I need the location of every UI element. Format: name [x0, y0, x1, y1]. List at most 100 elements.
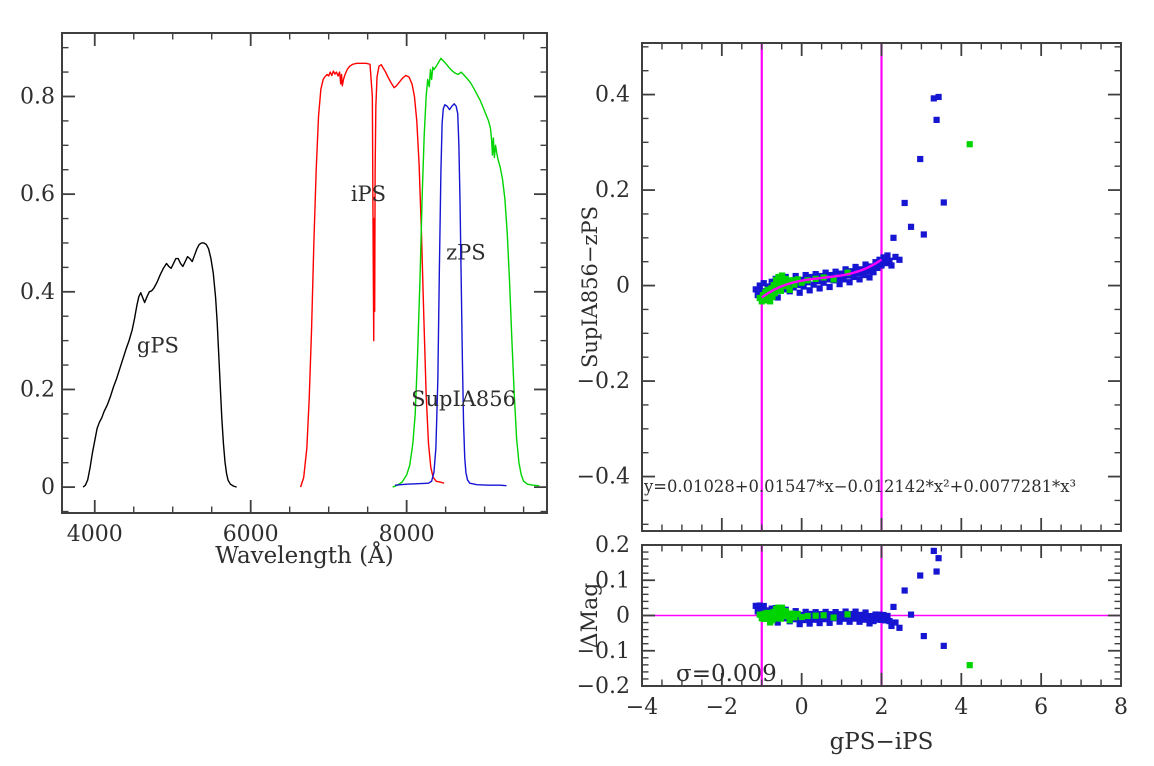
- data-point-green: [794, 276, 801, 283]
- data-point-blue: [907, 223, 915, 230]
- fit-curve-group: [761, 258, 883, 299]
- y-tick-label: −0.2: [577, 674, 630, 699]
- residual-point-green: [830, 614, 837, 621]
- data-point-blue: [826, 283, 833, 291]
- data-point-green: [765, 292, 773, 300]
- data-point-blue: [850, 273, 857, 281]
- data-point-blue: [896, 256, 903, 263]
- x-tick-label: 2: [875, 695, 889, 720]
- residual-point-green: [777, 615, 785, 622]
- data-point-blue: [774, 294, 781, 301]
- data-point-blue: [840, 276, 847, 283]
- data-point-green: [798, 279, 805, 286]
- data-point-blue: [890, 234, 897, 241]
- sigma-group: σ=0.009: [676, 661, 777, 687]
- curve-iPS: [299, 62, 445, 488]
- data-point-green: [770, 281, 777, 289]
- x-tick-label: 6000: [223, 522, 279, 547]
- axis-ticks: [62, 33, 547, 513]
- residual-point-green: [775, 604, 782, 611]
- x-tick-label: −2: [706, 695, 738, 720]
- residual-point-blue: [933, 568, 940, 575]
- residual-point-blue: [838, 611, 845, 618]
- residual-point-blue: [758, 607, 765, 614]
- color-color-chart: −0.4 −0.2 0 0.2 0.4 SupIA856−zPS y=0.01028+0.0…: [577, 42, 1122, 532]
- x-tick-label: 8: [1114, 695, 1128, 720]
- residual-point-green: [966, 662, 973, 669]
- residual-point-green: [798, 613, 805, 621]
- residual-point-blue: [872, 611, 879, 618]
- data-point-green: [768, 285, 775, 292]
- residual-point-blue: [828, 611, 835, 618]
- residual-point-blue: [796, 621, 803, 628]
- data-point-green: [776, 279, 783, 286]
- residual-point-blue: [794, 615, 801, 622]
- residual-point-blue: [820, 616, 827, 623]
- data-point-blue: [856, 276, 863, 283]
- scatter-points: [752, 93, 973, 305]
- data-point-blue: [832, 268, 839, 275]
- residual-point-blue: [930, 547, 937, 554]
- data-point-blue: [920, 231, 927, 238]
- data-point-green: [966, 141, 973, 148]
- data-point-blue: [880, 254, 887, 261]
- data-point-blue: [930, 95, 937, 102]
- data-point-blue: [866, 274, 873, 281]
- data-point-blue: [828, 271, 835, 279]
- data-point-blue: [933, 116, 940, 123]
- residual-point-blue: [888, 622, 895, 630]
- residual-point-blue: [884, 612, 891, 620]
- curve-label-SupIA856: SupIA856: [411, 387, 516, 411]
- data-point-blue: [794, 281, 801, 289]
- data-point-blue: [764, 283, 771, 290]
- data-point-blue: [810, 281, 817, 288]
- residual-point-blue: [836, 618, 843, 625]
- data-point-blue: [808, 273, 815, 281]
- residual-point-blue: [806, 620, 813, 627]
- residual-point-green: [844, 611, 851, 618]
- residual-point-blue: [832, 609, 839, 616]
- data-point-green: [788, 277, 795, 284]
- x-tick-label: 0: [795, 695, 809, 720]
- residual-point-blue: [864, 615, 871, 622]
- residual-point-green: [781, 613, 788, 620]
- residual-point-blue: [907, 611, 915, 618]
- y-tick-label: 0.4: [595, 83, 630, 108]
- y-tick-label: 0: [616, 274, 630, 299]
- y-tick-label: −0.1: [577, 639, 630, 664]
- curve-SupIA856: [394, 103, 507, 487]
- residual-point-blue: [840, 615, 847, 622]
- data-point-green: [775, 273, 782, 281]
- residual-point-green: [788, 610, 795, 617]
- y-tick-label: 0.2: [595, 533, 630, 558]
- plot-frame: [641, 544, 1122, 687]
- data-point-blue: [812, 271, 819, 278]
- y-tick-label: 0.4: [20, 280, 55, 305]
- y-tick-label: 0: [616, 604, 630, 629]
- residual-point-blue: [808, 610, 815, 618]
- residual-point-blue: [802, 608, 809, 615]
- data-point-blue: [756, 282, 763, 289]
- residual-point-green: [771, 615, 779, 622]
- data-point-green: [756, 294, 763, 302]
- data-point-blue: [860, 271, 867, 279]
- data-point-blue: [802, 271, 809, 279]
- residual-point-blue: [860, 616, 867, 623]
- data-point-blue: [886, 257, 893, 264]
- data-point-blue: [760, 280, 767, 287]
- data-point-blue: [846, 279, 853, 286]
- residual-point-blue: [890, 603, 897, 611]
- data-point-blue: [888, 262, 895, 269]
- data-point-blue: [870, 269, 877, 276]
- data-point-green: [791, 281, 798, 288]
- residual-point-blue: [816, 619, 823, 627]
- data-point-green: [830, 276, 837, 283]
- data-point-blue: [882, 260, 889, 267]
- data-point-blue: [758, 288, 765, 295]
- y-tick-label: 0.6: [20, 182, 55, 207]
- residual-point-blue: [917, 572, 924, 579]
- residual-point-blue: [920, 632, 927, 640]
- data-point-blue: [842, 266, 849, 273]
